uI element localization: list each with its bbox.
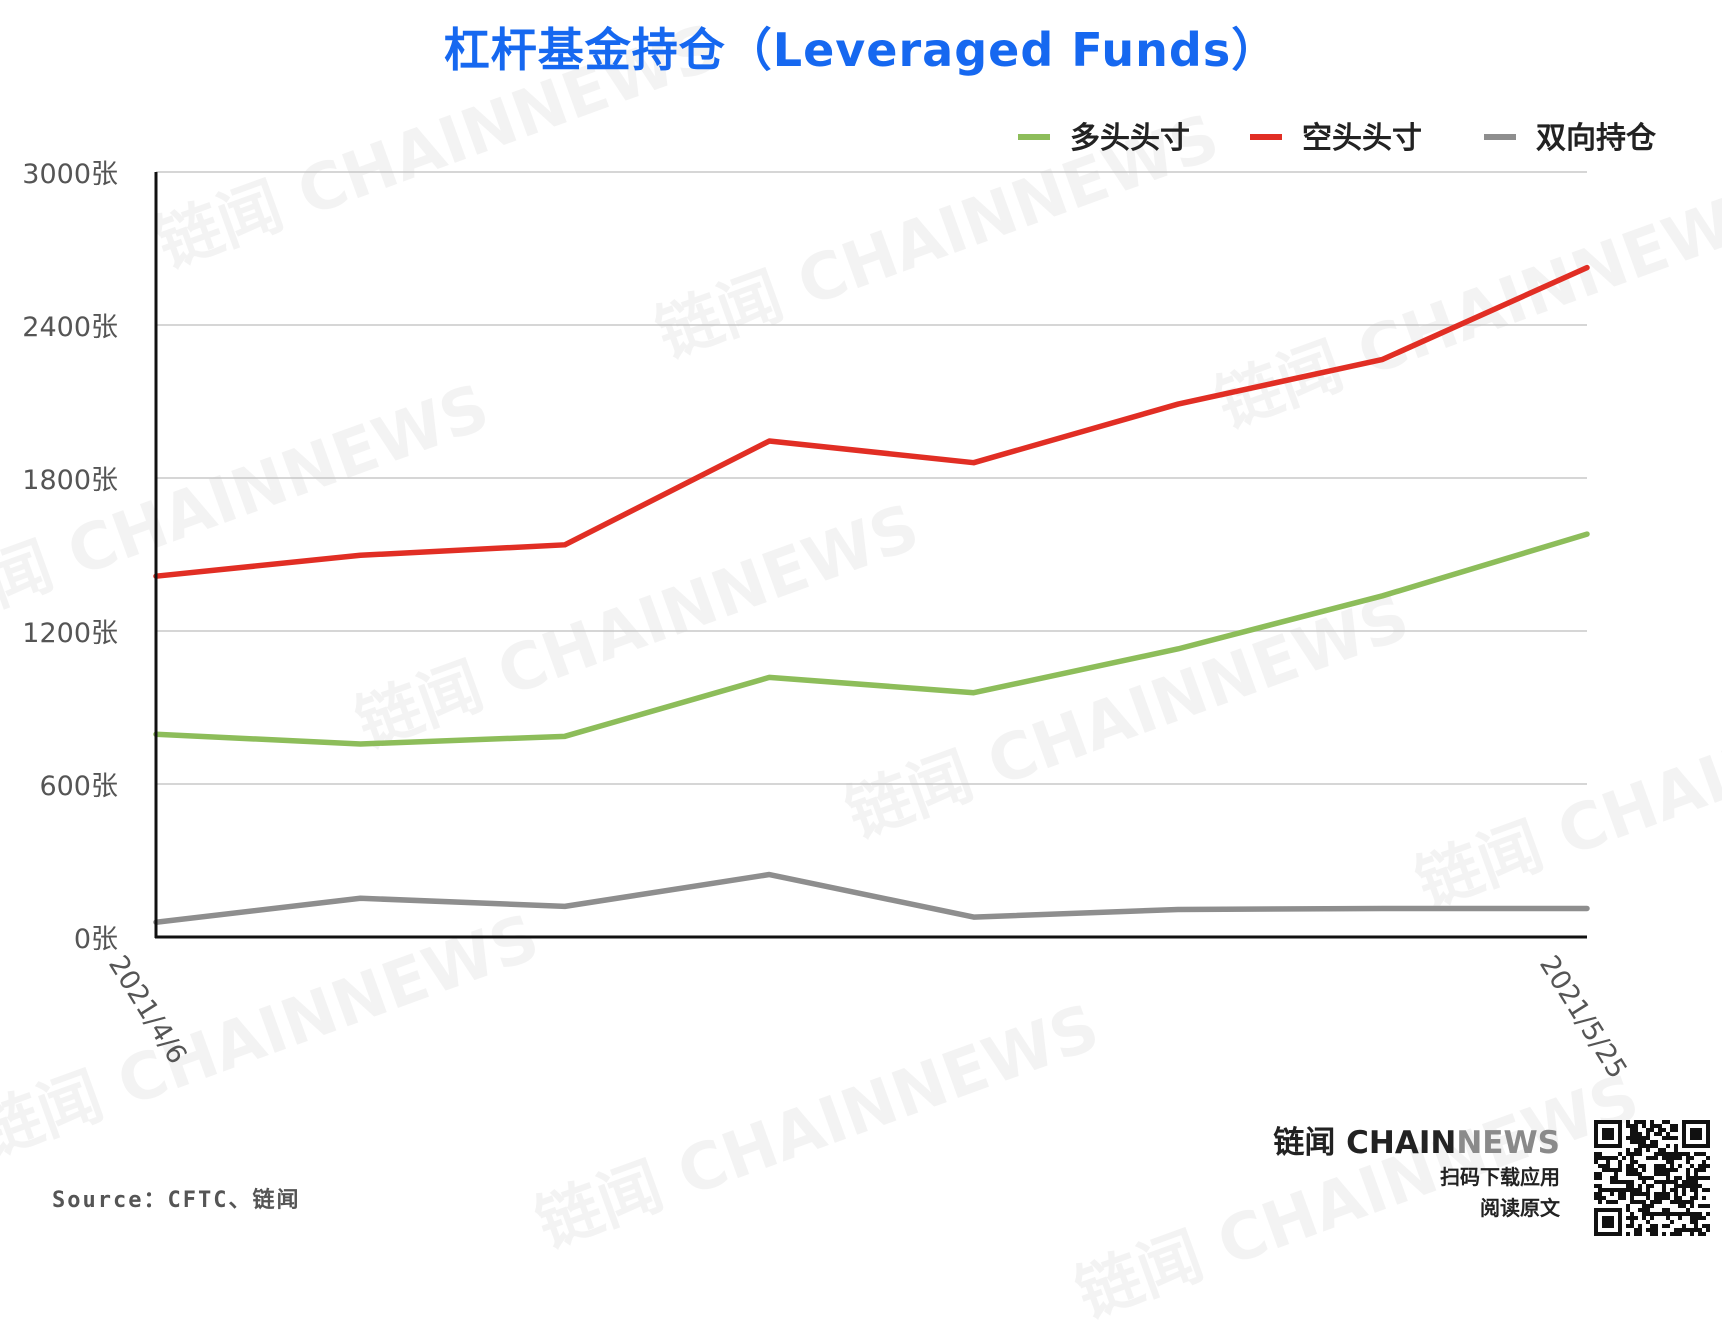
legend-label: 空头头寸 [1302, 121, 1422, 156]
brand-logo-chain: CHAIN [1346, 1125, 1457, 1161]
legend-item: 多头头寸 [1018, 121, 1190, 156]
brand-logo-cn: 链闻 [1273, 1125, 1347, 1161]
y-axis-tick-labels: 0张 600张 1200张 1800张 2400张 3000张 [22, 159, 118, 955]
series-line [153, 264, 1590, 579]
legend-label: 多头头寸 [1070, 121, 1190, 156]
x-tick-label: 2021/4/6 [102, 950, 193, 1069]
qr-code[interactable] [1594, 1120, 1710, 1236]
y-tick-label: 1200张 [22, 618, 118, 649]
series-lines [153, 264, 1590, 925]
series-line [153, 871, 1590, 925]
y-tick-label: 3000张 [22, 159, 118, 190]
y-tick-label: 600张 [39, 771, 118, 802]
brand-logo-news: NEWS [1456, 1125, 1560, 1161]
series-line [153, 531, 1590, 747]
download-app-text: 扫码下载应用 [1440, 1165, 1560, 1190]
legend-item: 双向持仓 [1484, 121, 1657, 156]
x-axis-tick-labels: 2021/4/6 2021/5/25 [102, 950, 1633, 1084]
legend-item: 空头头寸 [1250, 121, 1422, 156]
axes [154, 172, 1587, 939]
y-tick-label: 1800张 [22, 465, 118, 496]
legend-label: 双向持仓 [1536, 121, 1657, 156]
x-tick-label: 2021/5/25 [1533, 950, 1633, 1084]
legend: 多头头寸 空头头寸 双向持仓 [1018, 121, 1657, 156]
read-original-text: 阅读原文 [1480, 1196, 1560, 1221]
source-note: Source：CFTC、链闻 [52, 1188, 301, 1213]
brand-logo: 链闻 CHAINNEWS [1273, 1125, 1560, 1162]
brand-block: 链闻 CHAINNEWS 扫码下载应用 阅读原文 [1273, 1125, 1560, 1224]
y-tick-label: 2400张 [22, 312, 118, 343]
gridlines [156, 171, 1587, 785]
y-tick-label: 0张 [74, 924, 118, 955]
chart-title: 杠杆基金持仓（Leveraged Funds） [443, 23, 1279, 77]
